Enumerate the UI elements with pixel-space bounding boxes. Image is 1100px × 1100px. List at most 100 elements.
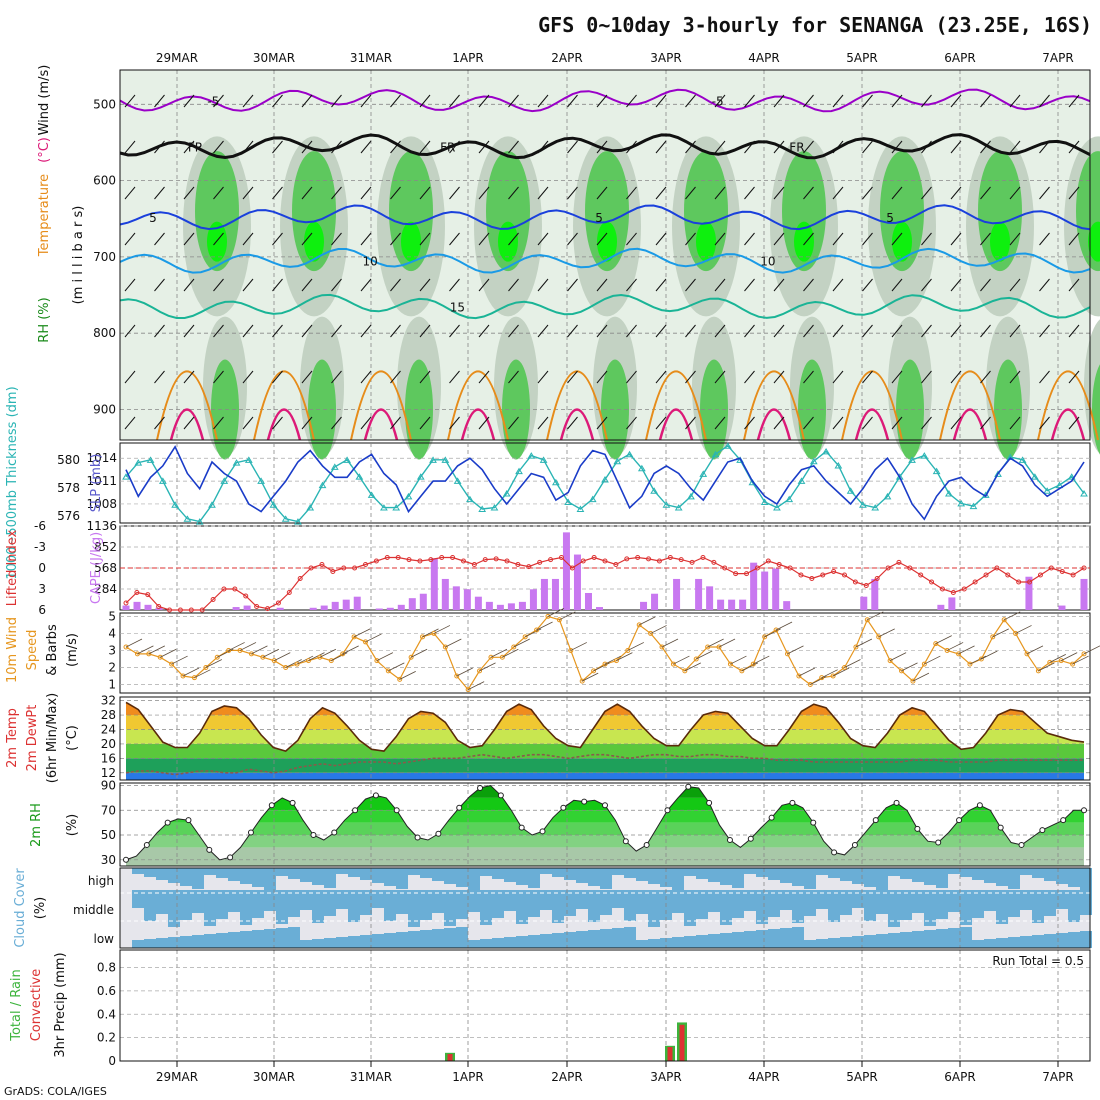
wind-barb (537, 140, 549, 154)
cloud-low (996, 938, 1008, 948)
wind-barb-10m (958, 645, 975, 655)
wind-barb-10m (832, 667, 850, 677)
cloud-high (228, 868, 240, 881)
wind-barb (390, 232, 401, 246)
cape-bar (772, 568, 780, 610)
wind-barb (242, 370, 254, 384)
wind-barb (921, 232, 932, 246)
li-point (504, 558, 510, 564)
wind-speed-point (727, 661, 733, 667)
wind-barb (537, 232, 549, 246)
wind-barb (714, 232, 726, 246)
wind-speed-point (294, 661, 300, 667)
thickness-point (871, 504, 880, 511)
wind-barb (803, 370, 814, 384)
isotherm-25-arch (363, 408, 399, 441)
wind-barb (744, 140, 755, 154)
wind-speed-point (978, 656, 984, 662)
isotherm-label: 5 (595, 211, 603, 225)
cloud-high (1056, 868, 1068, 884)
bottom-date-label: 1APR (452, 1070, 483, 1084)
wind-barb (1039, 186, 1050, 200)
cloud-low (720, 933, 732, 948)
cloud-high (132, 868, 144, 874)
wind-barb (331, 324, 342, 338)
wind-barb (331, 232, 342, 246)
wind-barb-10m (878, 628, 895, 638)
wind-barb (537, 416, 549, 430)
wind-barb (832, 94, 844, 108)
li-tick-label: -6 (34, 519, 46, 533)
wind-barb (537, 324, 549, 338)
cloud-low (1068, 932, 1080, 948)
temp-band (126, 715, 1084, 730)
cloud-low (1020, 936, 1032, 948)
thickness-point (551, 478, 560, 486)
wind-barb-10m (946, 642, 964, 651)
cloud-high (456, 868, 468, 887)
cloud-high (504, 868, 516, 882)
wind-barb (272, 94, 283, 108)
cape-tick-label: 568 (94, 561, 117, 575)
cloud-low (732, 932, 744, 948)
rh-point (1081, 807, 1087, 814)
cape-bar (871, 578, 879, 610)
thickness-point (195, 518, 204, 525)
cloud-low (1008, 937, 1020, 948)
wind-speed-point (385, 668, 391, 674)
thickness-point (1006, 453, 1015, 461)
wind-barb-10m (1038, 662, 1055, 672)
thickness-point (785, 495, 794, 503)
wind-speed-point (283, 664, 289, 670)
wind-barb-10m (684, 662, 702, 672)
cloud-middle (228, 890, 240, 912)
cloud-low (564, 932, 576, 948)
li-point (352, 565, 358, 571)
wind-barb (1039, 416, 1050, 430)
wind-barb (1068, 278, 1080, 292)
isotherm-20-arch (645, 370, 707, 441)
wind-barb-10m (547, 608, 565, 617)
thickness-point (466, 495, 474, 503)
wind-barb (301, 140, 313, 154)
li-point (689, 559, 695, 565)
wind-barb-10m (582, 672, 599, 682)
li-tick-label: 0 (38, 561, 46, 575)
li-point (363, 562, 368, 567)
thickness-point (392, 504, 401, 511)
temp-tick-label: 32 (101, 694, 116, 708)
wind-speed-point (511, 644, 517, 650)
cape-bar (463, 589, 471, 610)
cloud-middle (684, 890, 696, 926)
cloud-low (1056, 933, 1068, 948)
cloud-cover-panel: high middle low Cloud Cover (%) (13, 867, 1092, 949)
wind-barb-10m (775, 621, 793, 631)
thickness-point (650, 487, 659, 494)
isotherm-20-arch (743, 370, 805, 441)
rh-point (497, 792, 504, 799)
cloud-middle (372, 890, 384, 908)
wind-barb (1068, 140, 1080, 154)
wind-barb (213, 278, 224, 292)
li-point (667, 555, 673, 560)
wind-barb (921, 94, 932, 108)
li-point (188, 607, 194, 613)
wind-barb-10m (342, 645, 359, 655)
wind-barb (685, 278, 696, 292)
thickness-point (969, 502, 978, 510)
wind-speed-point (990, 634, 996, 640)
wind-barb (508, 186, 519, 200)
wind-barb (655, 140, 667, 154)
cloud-middle (732, 890, 744, 918)
cape-bar (584, 592, 592, 610)
cloud-middle (888, 890, 900, 927)
isotherm-25-arch (952, 408, 988, 441)
rh-point (1060, 817, 1067, 824)
cloud-middle (972, 890, 984, 918)
isotherm-25-arch (460, 408, 496, 441)
slp-tick-label: 1008 (86, 497, 117, 511)
rh-point (185, 817, 192, 824)
wind-barb (803, 278, 814, 292)
cape-bar (860, 596, 868, 610)
